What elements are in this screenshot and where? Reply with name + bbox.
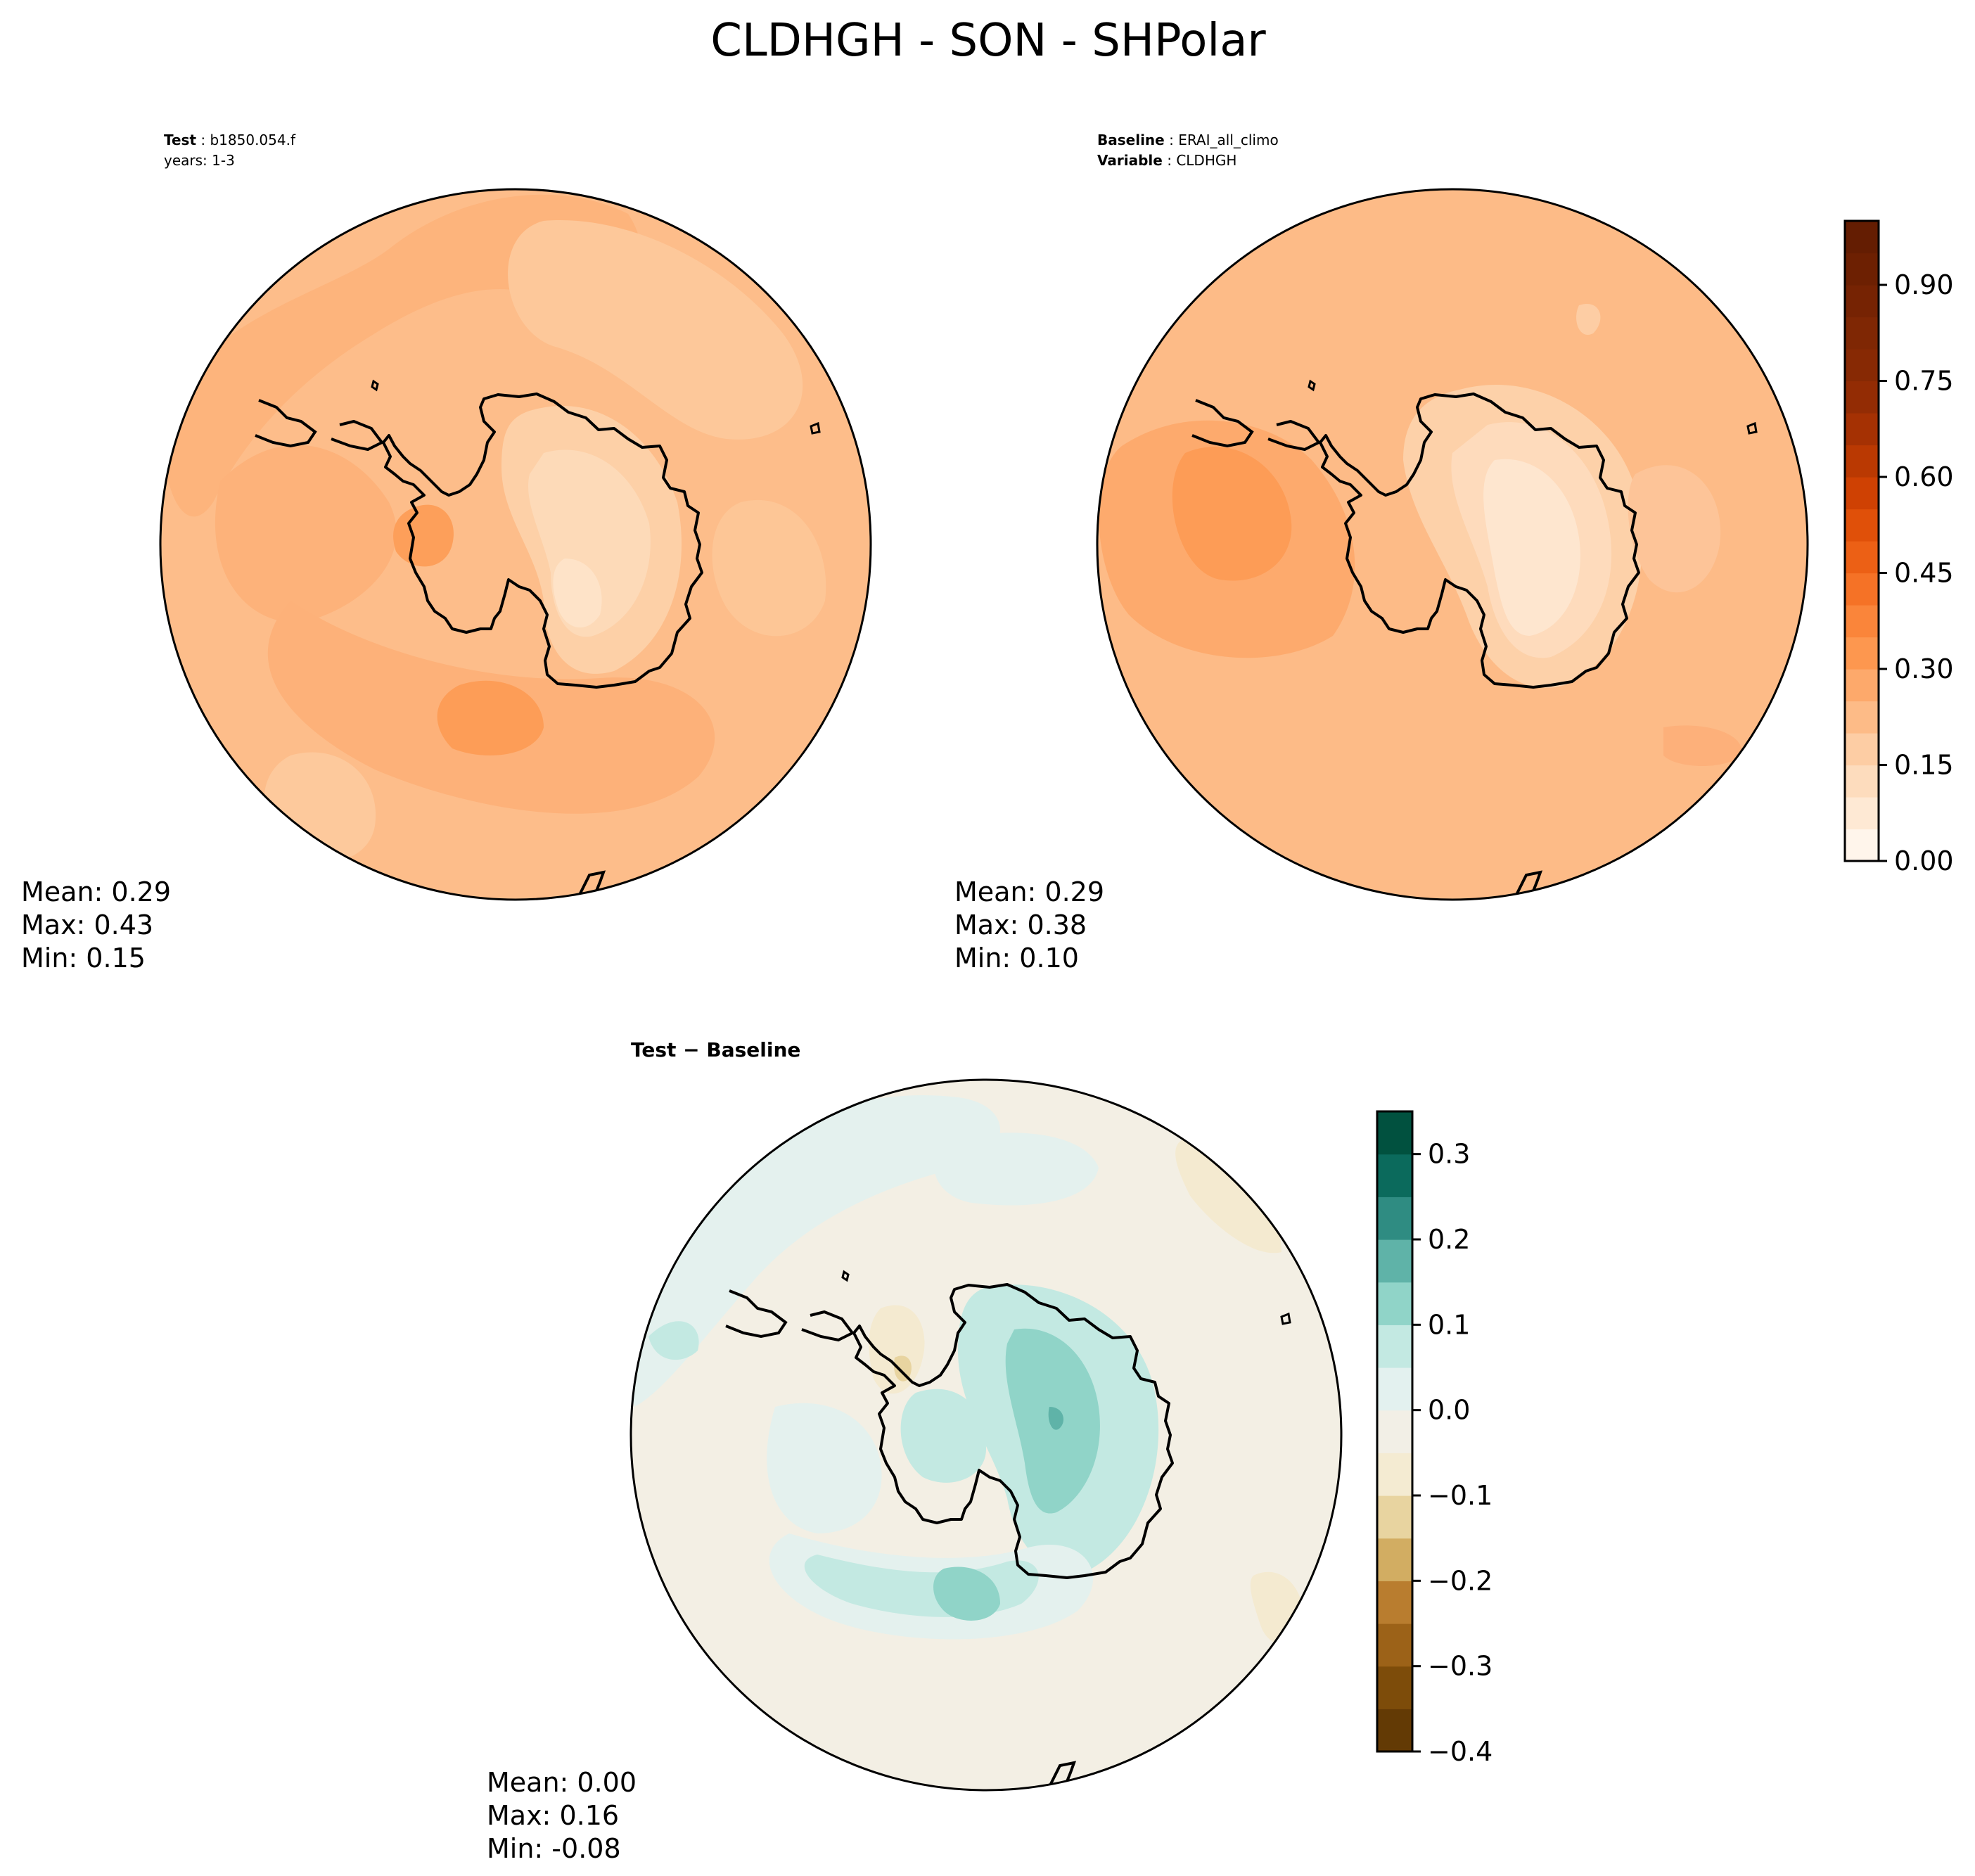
baseline-map-boundary: [1096, 188, 1809, 901]
diff-map-boundary: [629, 1078, 1343, 1792]
colorbar-difference-band: [1377, 1282, 1412, 1325]
baseline-variable-sep: :: [1167, 152, 1176, 169]
colorbar-absolute-band: [1845, 413, 1879, 446]
test-stat-mean: Mean: 0.29: [21, 876, 171, 907]
colorbar-absolute-tick-label: 0.75: [1894, 366, 1954, 397]
test-label-value: b1850.054.f: [210, 132, 295, 148]
colorbar-absolute-band: [1845, 733, 1879, 766]
colorbar-absolute-band: [1845, 253, 1879, 286]
colorbar-absolute-tick-label: 0.60: [1894, 461, 1954, 492]
colorbar-absolute-band: [1845, 669, 1879, 702]
colorbar-difference-band: [1377, 1197, 1412, 1240]
colorbar-absolute-band: [1845, 445, 1879, 478]
colorbar-difference-frame: [1376, 1110, 1414, 1753]
colorbar-difference-band: [1377, 1453, 1412, 1496]
colorbar-difference-tick-label: 0.2: [1428, 1224, 1470, 1255]
colorbar-difference-band: [1377, 1709, 1412, 1752]
baseline-panel: Baseline : ERAI_all_climo Variable : CLD…: [954, 132, 1954, 974]
colorbar-absolute-band: [1845, 829, 1879, 862]
colorbar-difference-band: [1377, 1154, 1412, 1197]
colorbar-absolute-tick-label: 0.15: [1894, 750, 1954, 781]
test-years: years: 1-3: [164, 152, 235, 169]
test-stat-min: Min: 0.15: [21, 943, 146, 974]
colorbar-difference-tick-label: −0.4: [1428, 1736, 1493, 1767]
baseline-variable-value: CLDHGH: [1176, 152, 1236, 169]
colorbar-difference-band: [1377, 1538, 1412, 1581]
colorbar-absolute-band: [1845, 221, 1879, 254]
colorbar-difference-tick-label: 0.1: [1428, 1309, 1470, 1340]
colorbar-difference-tick-label: −0.2: [1428, 1565, 1493, 1596]
diff-title: Test − Baseline: [631, 1038, 800, 1061]
baseline-stat-mean: Mean: 0.29: [954, 876, 1104, 907]
colorbar-absolute-tick-label: 0.00: [1894, 846, 1954, 876]
baseline-label-bold: Baseline: [1097, 132, 1165, 148]
colorbar-difference-tick-label: −0.1: [1428, 1480, 1493, 1511]
colorbar-absolute-band: [1845, 349, 1879, 382]
diff-stat-max: Max: 0.16: [487, 1800, 619, 1831]
baseline-variable: Variable : CLDHGH: [1097, 152, 1236, 169]
colorbar-difference-band: [1377, 1581, 1412, 1624]
colorbar-difference-band: [1377, 1111, 1412, 1155]
colorbar-difference-band: [1377, 1367, 1412, 1411]
colorbar-difference-band: [1377, 1495, 1412, 1539]
colorbar-difference-tick-label: 0.3: [1428, 1139, 1470, 1170]
colorbar-absolute-band: [1845, 701, 1879, 734]
diff-map: [631, 1080, 1341, 1790]
colorbar-absolute-band: [1845, 573, 1879, 606]
baseline-label-value: ERAI_all_climo: [1178, 132, 1279, 148]
colorbar-absolute-band: [1845, 541, 1879, 574]
diff-panel: Test − Baseline: [487, 1038, 1493, 1864]
colorbar-difference-tick-label: 0.0: [1428, 1395, 1470, 1426]
baseline-stat-max: Max: 0.38: [954, 910, 1087, 940]
colorbar-difference-band: [1377, 1623, 1412, 1667]
colorbar-absolute-band: [1845, 285, 1879, 318]
colorbar-difference-tick-label: −0.3: [1428, 1651, 1493, 1682]
colorbar-absolute: 0.00 0.15 0.30 0.45 0.60 0.75 0.90: [1843, 219, 1954, 876]
colorbar-absolute-band: [1845, 637, 1879, 670]
colorbar-absolute-band: [1845, 477, 1879, 510]
baseline-variable-bold: Variable: [1097, 152, 1163, 169]
colorbar-difference: −0.4 −0.3 −0.2 −0.1 0.0 0.1 0.2 0.3: [1376, 1110, 1493, 1767]
colorbar-absolute-band: [1845, 765, 1879, 798]
test-map: [160, 189, 871, 900]
colorbar-absolute-band: [1845, 509, 1879, 542]
colorbar-absolute-band: [1845, 317, 1879, 350]
baseline-stat-min: Min: 0.10: [954, 943, 1079, 974]
baseline-label: Baseline : ERAI_all_climo: [1097, 132, 1279, 148]
test-label: Test : b1850.054.f: [164, 132, 296, 148]
colorbar-difference-band: [1377, 1239, 1412, 1283]
baseline-label-sep: :: [1169, 132, 1178, 148]
colorbar-absolute-tick-label: 0.45: [1894, 558, 1954, 589]
colorbar-difference-band: [1377, 1410, 1412, 1453]
colorbar-absolute-tick-label: 0.30: [1894, 653, 1954, 684]
colorbar-absolute-band: [1845, 381, 1879, 414]
test-label-bold: Test: [164, 132, 196, 148]
baseline-map: [1097, 189, 1808, 900]
diff-stat-min: Min: -0.08: [487, 1833, 621, 1864]
colorbar-absolute-tick-label: 0.90: [1894, 269, 1954, 300]
colorbar-difference-band: [1377, 1325, 1412, 1368]
colorbar-difference-band: [1377, 1666, 1412, 1709]
test-panel: Test : b1850.054.f years: 1-3: [21, 132, 872, 974]
colorbar-absolute-band: [1845, 605, 1879, 638]
test-map-boundary: [159, 188, 872, 901]
test-label-sep: :: [200, 132, 210, 148]
figure-title: CLDHGH - SON - SHPolar: [710, 15, 1266, 67]
colorbar-absolute-band: [1845, 797, 1879, 830]
diff-stat-mean: Mean: 0.00: [487, 1767, 637, 1798]
test-stat-max: Max: 0.43: [21, 910, 153, 940]
colorbar-absolute-frame: [1843, 219, 1880, 862]
